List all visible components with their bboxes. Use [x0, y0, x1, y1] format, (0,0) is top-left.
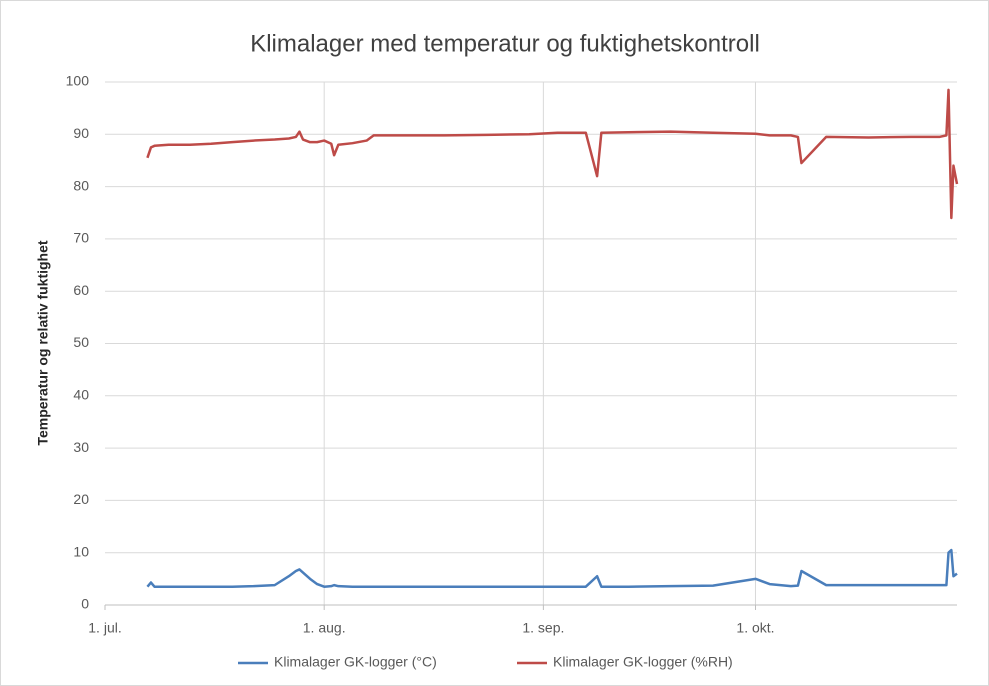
series-line: [146, 88, 959, 220]
y-tick-label: 40: [73, 387, 89, 403]
y-tick-label: 100: [66, 73, 90, 89]
y-tick-label: 20: [73, 491, 89, 507]
chart-title: Klimalager med temperatur og fuktighetsk…: [250, 30, 760, 57]
x-tick-label: 1. aug.: [303, 620, 346, 636]
y-tick-label: 50: [73, 334, 89, 350]
y-tick-label: 0: [81, 596, 89, 612]
y-tick-label: 80: [73, 177, 89, 193]
y-tick-label: 70: [73, 230, 89, 246]
series-line: [146, 548, 958, 588]
legend-label: Klimalager GK-logger (%RH): [553, 654, 733, 670]
y-tick-label: 30: [73, 439, 89, 455]
y-axis-label: Temperatur og relativ fuktighet: [35, 240, 51, 445]
x-tick-label: 1. sep.: [522, 620, 564, 636]
y-tick-label: 60: [73, 282, 89, 298]
y-tick-label: 90: [73, 125, 89, 141]
y-tick-label: 10: [73, 543, 89, 559]
x-tick-label: 1. okt.: [736, 620, 774, 636]
x-tick-label: 1. jul.: [88, 620, 121, 636]
legend-label: Klimalager GK-logger (°C): [274, 654, 437, 670]
